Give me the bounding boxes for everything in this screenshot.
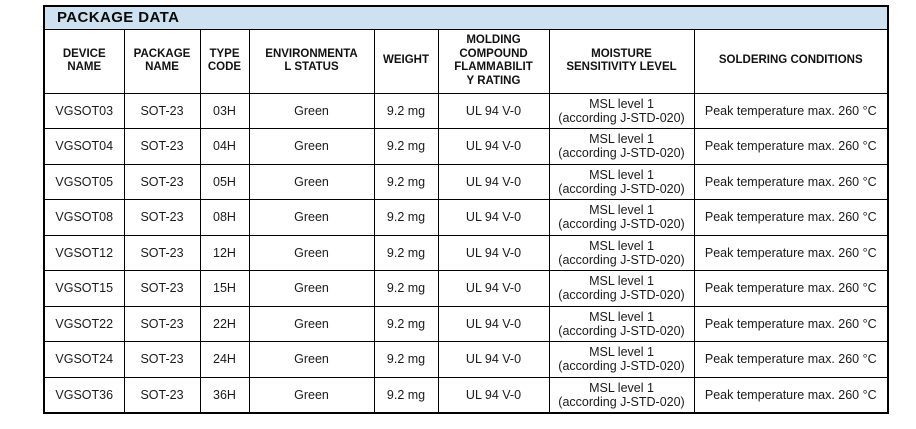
table-row: VGSOT24 SOT-23 24H Green 9.2 mg UL 94 V-… [43, 341, 889, 378]
cell-weight: 9.2 mg [373, 128, 439, 165]
cell-weight: 9.2 mg [373, 163, 439, 200]
table-header-row: DEVICE NAME PACKAGE NAME TYPE CODE ENVIR… [43, 28, 889, 94]
cell-package-name: SOT-23 [123, 163, 201, 200]
package-data-table: PACKAGE DATA DEVICE NAME PACKAGE NAME TY… [43, 5, 890, 414]
cell-environmental-status: Green [248, 92, 375, 129]
cell-package-name: SOT-23 [123, 199, 201, 236]
column-header-package-name: PACKAGE NAME [123, 28, 201, 94]
cell-soldering-conditions: Peak temperature max. 260 °C [693, 199, 889, 236]
cell-moisture-sensitivity: MSL level 1 (according J-STD-020) [548, 163, 695, 200]
cell-moisture-sensitivity: MSL level 1 (according J-STD-020) [548, 376, 695, 413]
cell-soldering-conditions: Peak temperature max. 260 °C [693, 128, 889, 165]
cell-environmental-status: Green [248, 305, 375, 342]
cell-package-name: SOT-23 [123, 341, 201, 378]
cell-device-name: VGSOT12 [43, 234, 125, 271]
cell-environmental-status: Green [248, 376, 375, 413]
cell-soldering-conditions: Peak temperature max. 260 °C [693, 163, 889, 200]
cell-device-name: VGSOT36 [43, 376, 125, 413]
cell-weight: 9.2 mg [373, 199, 439, 236]
cell-weight: 9.2 mg [373, 305, 439, 342]
cell-type-code: 08H [199, 199, 250, 236]
cell-package-name: SOT-23 [123, 92, 201, 129]
cell-moisture-sensitivity: MSL level 1 (according J-STD-020) [548, 92, 695, 129]
cell-weight: 9.2 mg [373, 376, 439, 413]
cell-flammability-rating: UL 94 V-0 [437, 341, 550, 378]
cell-flammability-rating: UL 94 V-0 [437, 376, 550, 413]
cell-flammability-rating: UL 94 V-0 [437, 163, 550, 200]
cell-weight: 9.2 mg [373, 92, 439, 129]
cell-device-name: VGSOT15 [43, 270, 125, 307]
cell-environmental-status: Green [248, 163, 375, 200]
table-row: VGSOT08 SOT-23 08H Green 9.2 mg UL 94 V-… [43, 199, 889, 236]
cell-moisture-sensitivity: MSL level 1 (according J-STD-020) [548, 199, 695, 236]
cell-device-name: VGSOT03 [43, 92, 125, 129]
cell-device-name: VGSOT04 [43, 128, 125, 165]
cell-type-code: 15H [199, 270, 250, 307]
cell-environmental-status: Green [248, 199, 375, 236]
cell-moisture-sensitivity: MSL level 1 (according J-STD-020) [548, 305, 695, 342]
cell-environmental-status: Green [248, 341, 375, 378]
column-header-environmental-status: ENVIRONMENTA L STATUS [248, 28, 375, 94]
table-row: VGSOT22 SOT-23 22H Green 9.2 mg UL 94 V-… [43, 305, 889, 342]
cell-flammability-rating: UL 94 V-0 [437, 270, 550, 307]
cell-moisture-sensitivity: MSL level 1 (according J-STD-020) [548, 128, 695, 165]
table-title-bar: PACKAGE DATA [43, 5, 889, 30]
cell-moisture-sensitivity: MSL level 1 (according J-STD-020) [548, 270, 695, 307]
cell-weight: 9.2 mg [373, 270, 439, 307]
cell-package-name: SOT-23 [123, 305, 201, 342]
cell-environmental-status: Green [248, 234, 375, 271]
column-header-moisture-sensitivity: MOISTURE SENSITIVITY LEVEL [548, 28, 695, 94]
cell-weight: 9.2 mg [373, 341, 439, 378]
cell-flammability-rating: UL 94 V-0 [437, 199, 550, 236]
cell-weight: 9.2 mg [373, 234, 439, 271]
cell-type-code: 12H [199, 234, 250, 271]
cell-device-name: VGSOT08 [43, 199, 125, 236]
column-header-soldering-conditions: SOLDERING CONDITIONS [693, 28, 889, 94]
table-row: VGSOT12 SOT-23 12H Green 9.2 mg UL 94 V-… [43, 234, 889, 271]
column-header-type-code: TYPE CODE [199, 28, 250, 94]
cell-type-code: 05H [199, 163, 250, 200]
cell-package-name: SOT-23 [123, 128, 201, 165]
cell-device-name: VGSOT05 [43, 163, 125, 200]
cell-type-code: 22H [199, 305, 250, 342]
column-header-device-name: DEVICE NAME [43, 28, 125, 94]
cell-package-name: SOT-23 [123, 270, 201, 307]
cell-device-name: VGSOT22 [43, 305, 125, 342]
cell-moisture-sensitivity: MSL level 1 (according J-STD-020) [548, 234, 695, 271]
cell-soldering-conditions: Peak temperature max. 260 °C [693, 234, 889, 271]
table-title: PACKAGE DATA [43, 5, 889, 30]
table-body: VGSOT03 SOT-23 03H Green 9.2 mg UL 94 V-… [43, 92, 889, 413]
cell-package-name: SOT-23 [123, 376, 201, 413]
cell-soldering-conditions: Peak temperature max. 260 °C [693, 341, 889, 378]
table-row: VGSOT36 SOT-23 36H Green 9.2 mg UL 94 V-… [43, 376, 889, 413]
cell-moisture-sensitivity: MSL level 1 (according J-STD-020) [548, 341, 695, 378]
table-row: VGSOT15 SOT-23 15H Green 9.2 mg UL 94 V-… [43, 270, 889, 307]
cell-type-code: 04H [199, 128, 250, 165]
cell-flammability-rating: UL 94 V-0 [437, 234, 550, 271]
column-header-weight: WEIGHT [373, 28, 439, 94]
table-row: VGSOT03 SOT-23 03H Green 9.2 mg UL 94 V-… [43, 92, 889, 129]
cell-flammability-rating: UL 94 V-0 [437, 128, 550, 165]
cell-environmental-status: Green [248, 270, 375, 307]
cell-soldering-conditions: Peak temperature max. 260 °C [693, 270, 889, 307]
cell-flammability-rating: UL 94 V-0 [437, 305, 550, 342]
cell-soldering-conditions: Peak temperature max. 260 °C [693, 376, 889, 413]
cell-type-code: 36H [199, 376, 250, 413]
table-row: VGSOT04 SOT-23 04H Green 9.2 mg UL 94 V-… [43, 128, 889, 165]
cell-type-code: 03H [199, 92, 250, 129]
column-header-flammability-rating: MOLDING COMPOUND FLAMMABILIT Y RATING [437, 28, 550, 94]
cell-device-name: VGSOT24 [43, 341, 125, 378]
cell-soldering-conditions: Peak temperature max. 260 °C [693, 305, 889, 342]
cell-flammability-rating: UL 94 V-0 [437, 92, 550, 129]
table-row: VGSOT05 SOT-23 05H Green 9.2 mg UL 94 V-… [43, 163, 889, 200]
cell-soldering-conditions: Peak temperature max. 260 °C [693, 92, 889, 129]
cell-package-name: SOT-23 [123, 234, 201, 271]
cell-environmental-status: Green [248, 128, 375, 165]
cell-type-code: 24H [199, 341, 250, 378]
